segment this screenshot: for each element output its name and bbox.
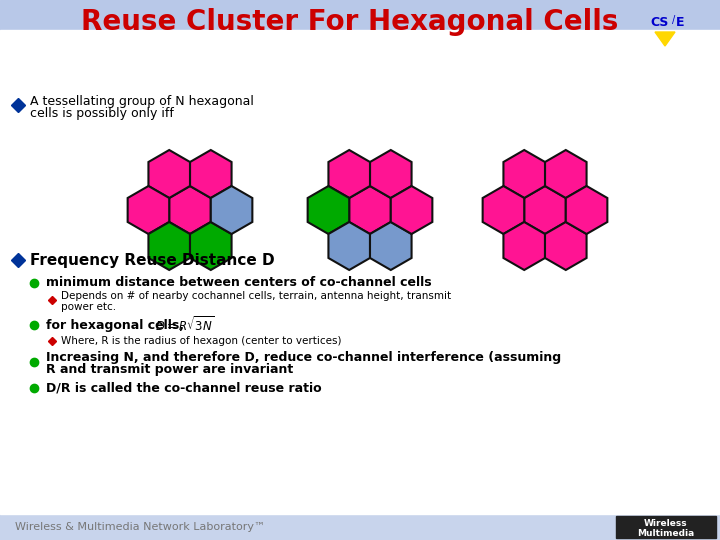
Text: Multimedia: Multimedia: [637, 529, 695, 537]
Text: Wireless: Wireless: [644, 518, 688, 528]
Polygon shape: [148, 150, 190, 198]
Text: Frequency Reuse Distance D: Frequency Reuse Distance D: [30, 253, 274, 267]
Bar: [0, 514, 720, 540]
Polygon shape: [655, 32, 675, 46]
Polygon shape: [127, 186, 169, 234]
Polygon shape: [328, 222, 370, 270]
Polygon shape: [391, 186, 432, 234]
Polygon shape: [524, 186, 566, 234]
Polygon shape: [328, 150, 370, 198]
Polygon shape: [349, 186, 391, 234]
Polygon shape: [503, 150, 545, 198]
Text: minimum distance between centers of co-channel cells: minimum distance between centers of co-c…: [46, 276, 431, 289]
Bar: [616, 516, 716, 538]
Text: R and transmit power are invariant: R and transmit power are invariant: [46, 363, 293, 376]
Bar: [0, 0, 720, 30]
Polygon shape: [545, 150, 587, 198]
Polygon shape: [503, 222, 545, 270]
Text: A tessellating group of N hexagonal: A tessellating group of N hexagonal: [30, 94, 254, 107]
Text: Depends on # of nearby cochannel cells, terrain, antenna height, transmit: Depends on # of nearby cochannel cells, …: [61, 291, 451, 301]
Text: Increasing N, and therefore D, reduce co-channel interference (assuming: Increasing N, and therefore D, reduce co…: [46, 352, 561, 365]
Text: E: E: [676, 16, 684, 29]
Polygon shape: [482, 186, 524, 234]
Polygon shape: [169, 186, 211, 234]
Text: CS: CS: [651, 16, 669, 29]
Text: D/R is called the co-channel reuse ratio: D/R is called the co-channel reuse ratio: [46, 381, 322, 395]
Polygon shape: [307, 186, 349, 234]
Text: Where, R is the radius of hexagon (center to vertices): Where, R is the radius of hexagon (cente…: [61, 336, 341, 346]
Text: for hexagonal cells,: for hexagonal cells,: [46, 319, 184, 332]
Polygon shape: [148, 222, 190, 270]
Text: Reuse Cluster For Hexagonal Cells: Reuse Cluster For Hexagonal Cells: [81, 8, 618, 36]
Text: Wireless & Multimedia Network Laboratory™: Wireless & Multimedia Network Laboratory…: [15, 522, 265, 532]
Text: cells is possibly only iff: cells is possibly only iff: [30, 107, 174, 120]
Polygon shape: [566, 186, 608, 234]
Polygon shape: [370, 150, 412, 198]
Text: power etc.: power etc.: [61, 302, 116, 312]
Polygon shape: [545, 222, 587, 270]
Text: /: /: [672, 15, 675, 25]
Polygon shape: [190, 150, 232, 198]
Polygon shape: [190, 222, 232, 270]
Text: $D = R\sqrt{3N}$: $D = R\sqrt{3N}$: [155, 315, 215, 334]
Polygon shape: [211, 186, 252, 234]
Polygon shape: [370, 222, 412, 270]
Bar: [0, 30, 720, 514]
